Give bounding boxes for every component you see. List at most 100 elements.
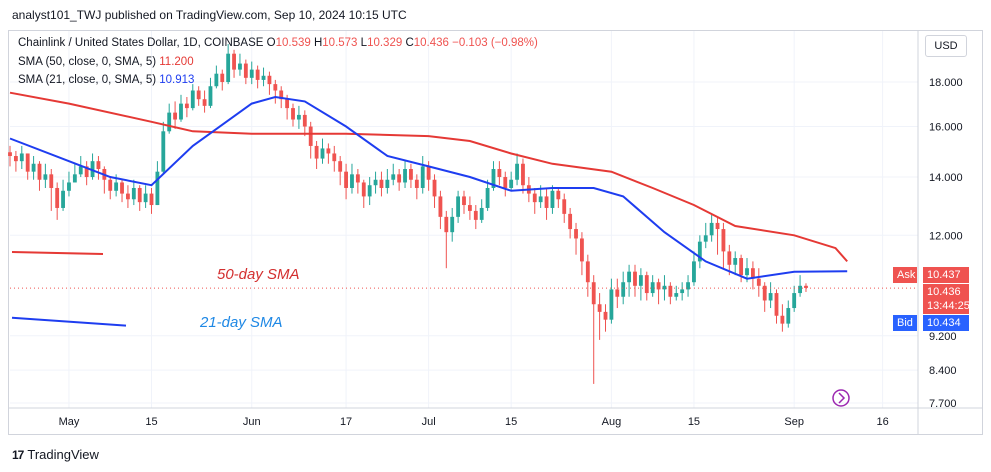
candle-body bbox=[143, 193, 148, 203]
candle-body bbox=[804, 285, 808, 288]
candle-body bbox=[426, 166, 431, 180]
tradingview-logo[interactable]: 17 TradingView bbox=[12, 447, 99, 462]
footer-bar: 17 TradingView bbox=[0, 436, 991, 472]
legend-ohlc-value: 10.329 bbox=[367, 37, 406, 49]
candle-body bbox=[120, 182, 124, 194]
candle-body bbox=[491, 169, 496, 188]
sma21-annotation: 21-day SMA bbox=[200, 314, 283, 331]
legend-ohlc-value: 10.539 bbox=[275, 37, 314, 49]
x-tick-label: May bbox=[59, 416, 80, 428]
sma50-line bbox=[9, 91, 848, 263]
candle-body bbox=[479, 207, 484, 220]
candle-body bbox=[84, 166, 89, 178]
candle-body bbox=[43, 174, 48, 180]
candle-body bbox=[662, 285, 667, 290]
candle-body bbox=[768, 293, 773, 301]
candle-body bbox=[568, 213, 573, 230]
legend-sma50-label: SMA (50, close, 0, SMA, 5) bbox=[18, 56, 157, 68]
footer-brand: TradingView bbox=[27, 447, 99, 462]
candle-body bbox=[462, 196, 466, 206]
candle-body bbox=[550, 190, 555, 208]
candle-body bbox=[238, 63, 242, 70]
candle-body bbox=[515, 163, 519, 180]
candle-body bbox=[37, 163, 42, 180]
candle-body bbox=[638, 275, 643, 286]
candle-body bbox=[420, 166, 425, 188]
candle-body bbox=[397, 174, 402, 183]
candle-body bbox=[609, 289, 614, 320]
candle-body bbox=[509, 179, 514, 188]
candle-body bbox=[355, 174, 360, 183]
candle-body bbox=[149, 193, 154, 206]
legend-ohlc-key: O bbox=[266, 37, 276, 49]
candle-body bbox=[444, 216, 449, 233]
candle-body bbox=[391, 174, 396, 180]
last-price-value: 10.436 bbox=[923, 284, 969, 300]
candle-body bbox=[67, 182, 71, 191]
candle-body bbox=[762, 285, 767, 301]
legend-sma50-value: 11.200 bbox=[159, 56, 194, 68]
candle-body bbox=[320, 148, 325, 159]
legend-sma21-value: 10.913 bbox=[159, 74, 195, 86]
candle-body bbox=[308, 126, 313, 146]
y-tick-label: 12.000 bbox=[929, 230, 963, 242]
candle-body bbox=[538, 196, 543, 203]
candle-body bbox=[750, 268, 755, 279]
x-tick-label: 17 bbox=[340, 416, 352, 428]
candle-body bbox=[409, 169, 413, 180]
candle-body bbox=[686, 282, 690, 290]
bid-value: 10.434 bbox=[923, 315, 969, 331]
candle-body bbox=[585, 261, 590, 283]
sma21-line bbox=[9, 95, 848, 280]
candle-body bbox=[739, 258, 744, 276]
published-text: analyst101_TWJ published on TradingView.… bbox=[12, 8, 407, 22]
candle-body bbox=[338, 161, 343, 172]
candle-body bbox=[668, 285, 673, 297]
legend-sma50-row[interactable]: SMA (50, close, 0, SMA, 5) 11.200 bbox=[18, 56, 194, 68]
x-tick-label: 15 bbox=[145, 416, 157, 428]
candle-body bbox=[273, 84, 278, 91]
candle-body bbox=[503, 177, 508, 188]
candle-body bbox=[733, 258, 738, 265]
candle-body bbox=[621, 282, 626, 297]
y-tick-label: 8.400 bbox=[929, 365, 957, 377]
replay-icon[interactable] bbox=[832, 389, 850, 407]
candle-body bbox=[438, 196, 443, 217]
candle-body bbox=[326, 148, 331, 154]
chart-frame[interactable] bbox=[8, 30, 983, 435]
candle-body bbox=[291, 108, 295, 120]
candle-body bbox=[798, 285, 802, 294]
candle-body bbox=[214, 73, 219, 87]
candle-body bbox=[580, 238, 584, 262]
candle-body bbox=[414, 179, 419, 188]
candle-body bbox=[627, 271, 632, 283]
candle-body bbox=[302, 114, 307, 127]
candle-body bbox=[126, 193, 130, 200]
legend-sma21-row[interactable]: SMA (21, close, 0, SMA, 5) 10.913 bbox=[18, 74, 194, 86]
x-tick-label: Jul bbox=[422, 416, 436, 428]
candle-body bbox=[697, 241, 702, 262]
candle-body bbox=[532, 193, 537, 203]
legend-symbol: Chainlink / United States Dollar, 1D, CO… bbox=[18, 37, 264, 49]
candle-body bbox=[745, 268, 749, 276]
y-tick-label: 14.000 bbox=[929, 172, 963, 184]
currency-button[interactable]: USD bbox=[925, 35, 967, 57]
legend-ohlc-value: 10.573 bbox=[322, 37, 361, 49]
ask-value: 10.437 bbox=[923, 267, 969, 283]
candle-body bbox=[680, 289, 685, 294]
candle-body bbox=[556, 190, 561, 200]
y-tick-label: 16.000 bbox=[929, 122, 963, 134]
candle-body bbox=[25, 153, 30, 172]
candle-body bbox=[379, 179, 384, 188]
candle-body bbox=[202, 99, 207, 106]
candle-body bbox=[521, 163, 525, 186]
sma50-annotation-line bbox=[11, 251, 104, 256]
candle-body bbox=[13, 156, 18, 162]
candle-body bbox=[255, 69, 260, 80]
candle-body bbox=[361, 182, 366, 197]
candle-body bbox=[96, 161, 101, 170]
candle-body bbox=[544, 196, 549, 208]
bar-countdown: 13:44:25 bbox=[923, 298, 970, 314]
candle-body bbox=[721, 229, 726, 252]
